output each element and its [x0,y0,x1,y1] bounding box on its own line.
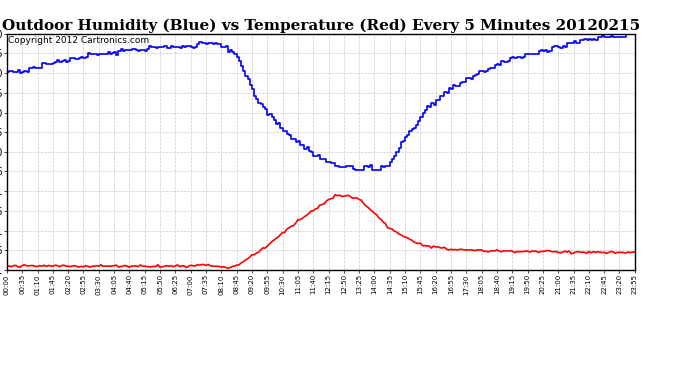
Title: Outdoor Humidity (Blue) vs Temperature (Red) Every 5 Minutes 20120215: Outdoor Humidity (Blue) vs Temperature (… [2,18,640,33]
Text: Copyright 2012 Cartronics.com: Copyright 2012 Cartronics.com [8,36,148,45]
